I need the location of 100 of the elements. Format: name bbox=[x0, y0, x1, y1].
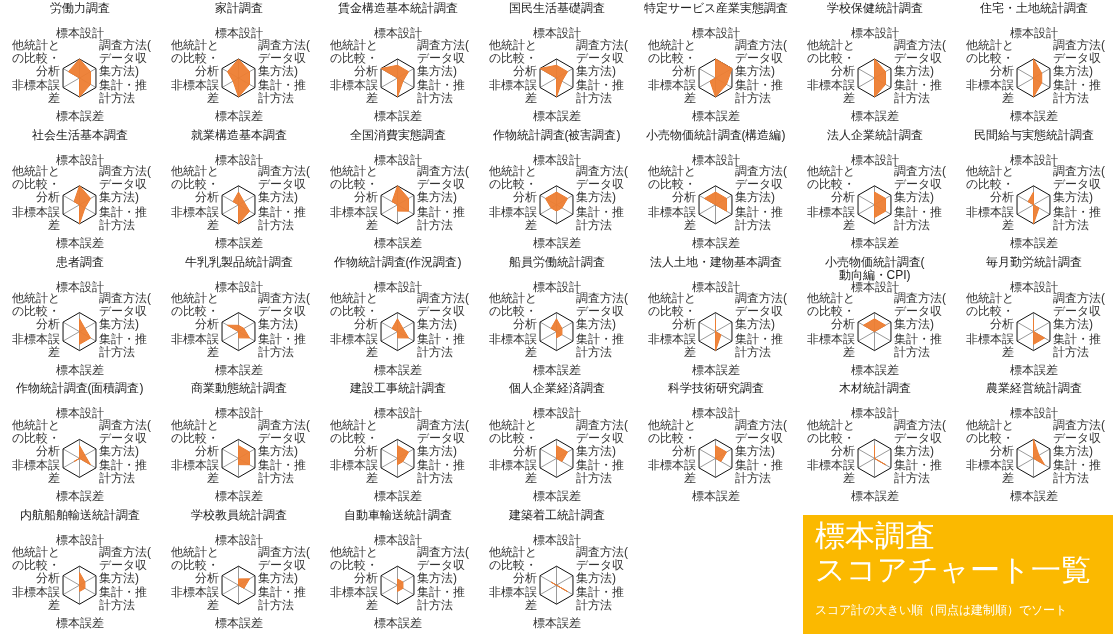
spoke-label: 他統計との比較・分析 bbox=[648, 164, 697, 205]
spoke-label: 標本設計 bbox=[214, 152, 263, 167]
spoke-label: 集計・推計方法 bbox=[734, 458, 783, 486]
spoke-label: 標本誤差 bbox=[850, 109, 899, 123]
spoke-label: 他統計との比較・分析 bbox=[171, 291, 220, 332]
spoke-label: 集計・推計方法 bbox=[416, 458, 465, 486]
spoke-label: 標本誤差 bbox=[691, 235, 740, 250]
spoke-label: 他統計との比較・分析 bbox=[12, 164, 61, 205]
text: 標本調査 bbox=[815, 518, 935, 552]
spoke-label: 集計・推計方法 bbox=[98, 458, 147, 486]
spoke-label: 他統計との比較・分析 bbox=[171, 417, 220, 458]
spoke-label: 標本誤差 bbox=[850, 235, 899, 250]
spoke-label: 他統計との比較・分析 bbox=[648, 417, 697, 458]
spoke-label: 調査方法(データ収集方法) bbox=[575, 291, 628, 332]
spoke-label: 非標本誤差 bbox=[12, 78, 61, 105]
spoke-label: 調査方法(データ収集方法) bbox=[1052, 291, 1105, 332]
spoke-label: 標本誤差 bbox=[691, 109, 740, 123]
spoke-label: 標本誤差 bbox=[691, 362, 740, 377]
chart-title: 木材統計調査 bbox=[838, 381, 911, 396]
spoke-label: 集計・推計方法 bbox=[416, 585, 465, 613]
spoke-label: 標本誤差 bbox=[55, 109, 104, 123]
chart-title: 船員労働統計調査 bbox=[508, 254, 605, 269]
spoke-label: 標本誤差 bbox=[214, 109, 263, 123]
chart-title: 賃金構造基本統計調査 bbox=[337, 1, 458, 15]
spoke-label: 標本誤差 bbox=[532, 489, 581, 504]
spoke-label: 非標本誤差 bbox=[648, 458, 697, 486]
spoke-label: 非標本誤差 bbox=[648, 204, 697, 232]
spoke-label: 標本設計 bbox=[373, 279, 422, 294]
chart-title: 民間給与実態統計調査 bbox=[973, 127, 1094, 142]
spoke-label: 他統計との比較・分析 bbox=[330, 291, 379, 332]
spoke-label: 他統計との比較・分析 bbox=[489, 544, 538, 585]
spoke-label: 調査方法(データ収集方法) bbox=[416, 164, 469, 205]
spoke-label: 非標本誤差 bbox=[807, 458, 856, 486]
spoke-label: 標本設計 bbox=[532, 152, 581, 167]
spoke-label: 標本誤差 bbox=[373, 616, 422, 631]
spoke-label: 非標本誤差 bbox=[489, 585, 538, 613]
spoke-label: 標本設計 bbox=[850, 152, 899, 167]
spoke-label: 非標本誤差 bbox=[648, 78, 697, 105]
spoke-label: 非標本誤差 bbox=[330, 204, 379, 232]
spoke-label: 集計・推計方法 bbox=[1052, 78, 1101, 105]
spoke-label: 非標本誤差 bbox=[330, 331, 379, 359]
spoke-label: 非標本誤差 bbox=[12, 585, 61, 613]
spoke-label: 標本誤差 bbox=[532, 616, 581, 631]
chart-title: 建築着工統計調査 bbox=[507, 508, 605, 523]
spoke-label: 集計・推計方法 bbox=[257, 458, 306, 486]
chart-title: 内航船舶輸送統計調査 bbox=[19, 508, 140, 523]
spoke-label: 集計・推計方法 bbox=[98, 78, 147, 105]
text: スコアチャート一覧 bbox=[815, 552, 1091, 586]
spoke-label: 非標本誤差 bbox=[171, 458, 220, 486]
spoke-label: 非標本誤差 bbox=[807, 204, 856, 232]
spoke-label: 調査方法(データ収集方法) bbox=[734, 291, 787, 332]
spoke-label: 集計・推計方法 bbox=[416, 78, 465, 105]
spoke-label: 標本誤差 bbox=[850, 362, 899, 377]
spoke-label: 他統計との比較・分析 bbox=[807, 291, 856, 332]
chart-title: 労働力調査 bbox=[49, 1, 110, 15]
spoke-label: 非標本誤差 bbox=[966, 458, 1015, 486]
chart-title: 作物統計調査(作況調査) bbox=[332, 254, 462, 269]
spoke-label: 標本設計 bbox=[691, 279, 740, 294]
spoke-label: 他統計との比較・分析 bbox=[489, 291, 538, 332]
spoke-label: 他統計との比較・分析 bbox=[966, 417, 1015, 458]
spoke-label: 非標本誤差 bbox=[966, 78, 1015, 105]
spoke-label: 集計・推計方法 bbox=[98, 204, 147, 232]
spoke-label: 標本設計 bbox=[214, 26, 263, 40]
chart-title: 農業経営統計調査 bbox=[985, 381, 1082, 396]
spoke-label: 調査方法(データ収集方法) bbox=[98, 164, 151, 205]
spoke-label: 他統計との比較・分析 bbox=[489, 37, 538, 78]
spoke-label: 非標本誤差 bbox=[807, 331, 856, 359]
spoke-label: 非標本誤差 bbox=[330, 78, 379, 105]
spoke-label: 調査方法(データ収集方法) bbox=[1052, 164, 1105, 205]
chart-title: 小売物価統計調査(構造編) bbox=[645, 127, 786, 142]
spoke-label: 標本誤差 bbox=[1009, 235, 1058, 250]
spoke-label: 調査方法(データ収集方法) bbox=[257, 164, 310, 205]
spoke-label: 他統計との比較・分析 bbox=[489, 164, 538, 205]
spoke-label: 集計・推計方法 bbox=[575, 204, 624, 232]
spoke-label: 他統計との比較・分析 bbox=[807, 164, 856, 205]
spoke-label: 標本誤差 bbox=[1009, 489, 1058, 504]
spoke-label: 非標本誤差 bbox=[12, 204, 61, 232]
text: スコア計の大きい順（同点は建制順）でソート bbox=[815, 603, 1067, 617]
spoke-label: 他統計との比較・分析 bbox=[171, 164, 220, 205]
spoke-label: 非標本誤差 bbox=[171, 78, 220, 105]
spoke-label: 非標本誤差 bbox=[489, 458, 538, 486]
spoke-label: 標本設計 bbox=[691, 26, 740, 40]
spoke-label: 集計・推計方法 bbox=[1052, 204, 1101, 232]
spoke-label: 非標本誤差 bbox=[966, 204, 1015, 232]
spoke-label: 集計・推計方法 bbox=[734, 78, 783, 105]
spoke-label: 他統計との比較・分析 bbox=[12, 37, 61, 78]
spoke-label: 標本設計 bbox=[1009, 26, 1058, 40]
spoke-label: 標本誤差 bbox=[55, 616, 104, 631]
spoke-label: 標本設計 bbox=[373, 152, 422, 167]
spoke-label: 標本設計 bbox=[691, 152, 740, 167]
spoke-label: 非標本誤差 bbox=[489, 331, 538, 359]
spoke-label: 集計・推計方法 bbox=[734, 204, 783, 232]
spoke-label: 標本設計 bbox=[850, 26, 899, 40]
spoke-label: 集計・推計方法 bbox=[893, 331, 942, 359]
spoke-label: 集計・推計方法 bbox=[1052, 331, 1101, 359]
spoke-label: 集計・推計方法 bbox=[575, 78, 624, 105]
spoke-label: 他統計との比較・分析 bbox=[330, 37, 379, 78]
spoke-label: 集計・推計方法 bbox=[98, 585, 147, 613]
spoke-label: 非標本誤差 bbox=[489, 78, 538, 105]
spoke-label: 他統計との比較・分析 bbox=[12, 544, 61, 585]
